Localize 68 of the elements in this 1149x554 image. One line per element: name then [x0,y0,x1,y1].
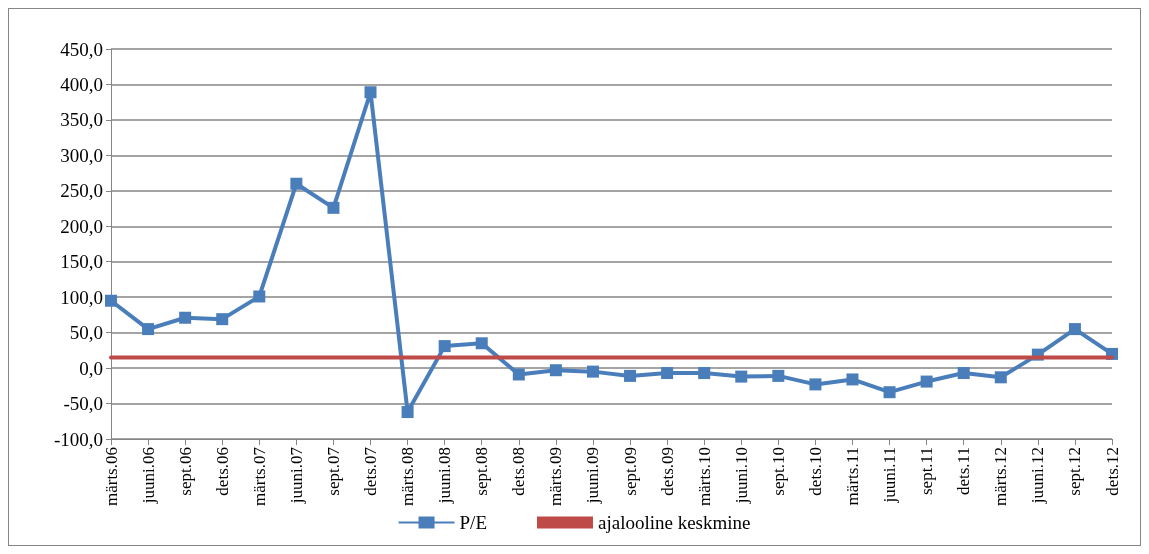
point [994,371,1007,384]
x-tick-label: dets.07 [361,446,381,496]
y-tick-label: -50,0 [63,393,103,415]
x-tick-label: sept.11 [917,447,937,496]
x-tick-label: juuni.11 [880,447,900,504]
point [883,386,896,399]
point [401,406,414,419]
point [327,201,340,214]
point [1068,323,1081,336]
y-tick-label: 250,0 [60,180,103,202]
point [661,367,674,380]
x-tick-label: sept.08 [472,447,492,496]
point [586,365,599,378]
point [290,177,303,190]
y-tick-label: 100,0 [60,286,103,308]
x-tick-label: märts.06 [101,447,121,507]
x-tick-label: märts.09 [546,447,566,507]
x-tick-label: dets.12 [1102,447,1122,496]
x-tick-label: sept.10 [768,447,788,496]
point [624,369,637,382]
point [772,369,785,382]
x-tick-label: märts.07 [249,446,269,507]
x-tick-label: märts.08 [398,447,418,507]
point [846,373,859,386]
x-tick-label: märts.10 [694,447,714,507]
x-tick-label: juuni.10 [731,447,751,505]
point [142,323,155,336]
x-tick-label: märts.12 [991,447,1011,507]
point [179,311,192,324]
y-tick-label: -100,0 [53,428,103,450]
x-tick-label: juuni.09 [583,447,603,505]
y-tick-label: 350,0 [60,109,103,131]
x-tick-label: juuni.12 [1028,447,1048,505]
x-tick-label: dets.09 [657,447,677,496]
x-tick-label: sept.06 [175,447,195,496]
legend-label: P/E [459,512,487,533]
point [253,290,266,303]
y-tick-label: 400,0 [60,73,103,95]
x-tick-label: juuni.06 [138,447,158,505]
x-tick-label: juuni.08 [435,447,455,505]
point [549,364,562,377]
point [920,375,933,388]
x-tick-label: dets.11 [954,447,974,496]
x-tick-label: märts.11 [842,447,862,506]
point [512,368,525,381]
y-tick-label: 450,0 [60,38,103,60]
y-tick-label: 50,0 [69,322,103,344]
point [364,86,377,99]
point [216,313,229,326]
x-tick-label: dets.08 [509,447,529,496]
y-tick-label: 200,0 [60,215,103,237]
x-tick-label: sept.09 [620,447,640,496]
legend-label: ajalooline keskmine [597,512,751,533]
point [735,370,748,383]
y-tick-label: 300,0 [60,144,103,166]
x-tick-label: juuni.07 [286,446,306,505]
point [105,294,117,307]
y-tick-label: 0,0 [79,357,103,379]
x-tick-label: sept.12 [1065,447,1085,496]
y-tick-label: 150,0 [60,251,103,273]
point [438,340,451,353]
point [698,367,711,380]
point [809,378,822,391]
point [957,367,970,380]
x-tick-label: dets.10 [805,447,825,496]
x-tick-label: sept.07 [323,446,343,496]
point [475,337,488,350]
x-tick-label: dets.06 [212,447,232,496]
